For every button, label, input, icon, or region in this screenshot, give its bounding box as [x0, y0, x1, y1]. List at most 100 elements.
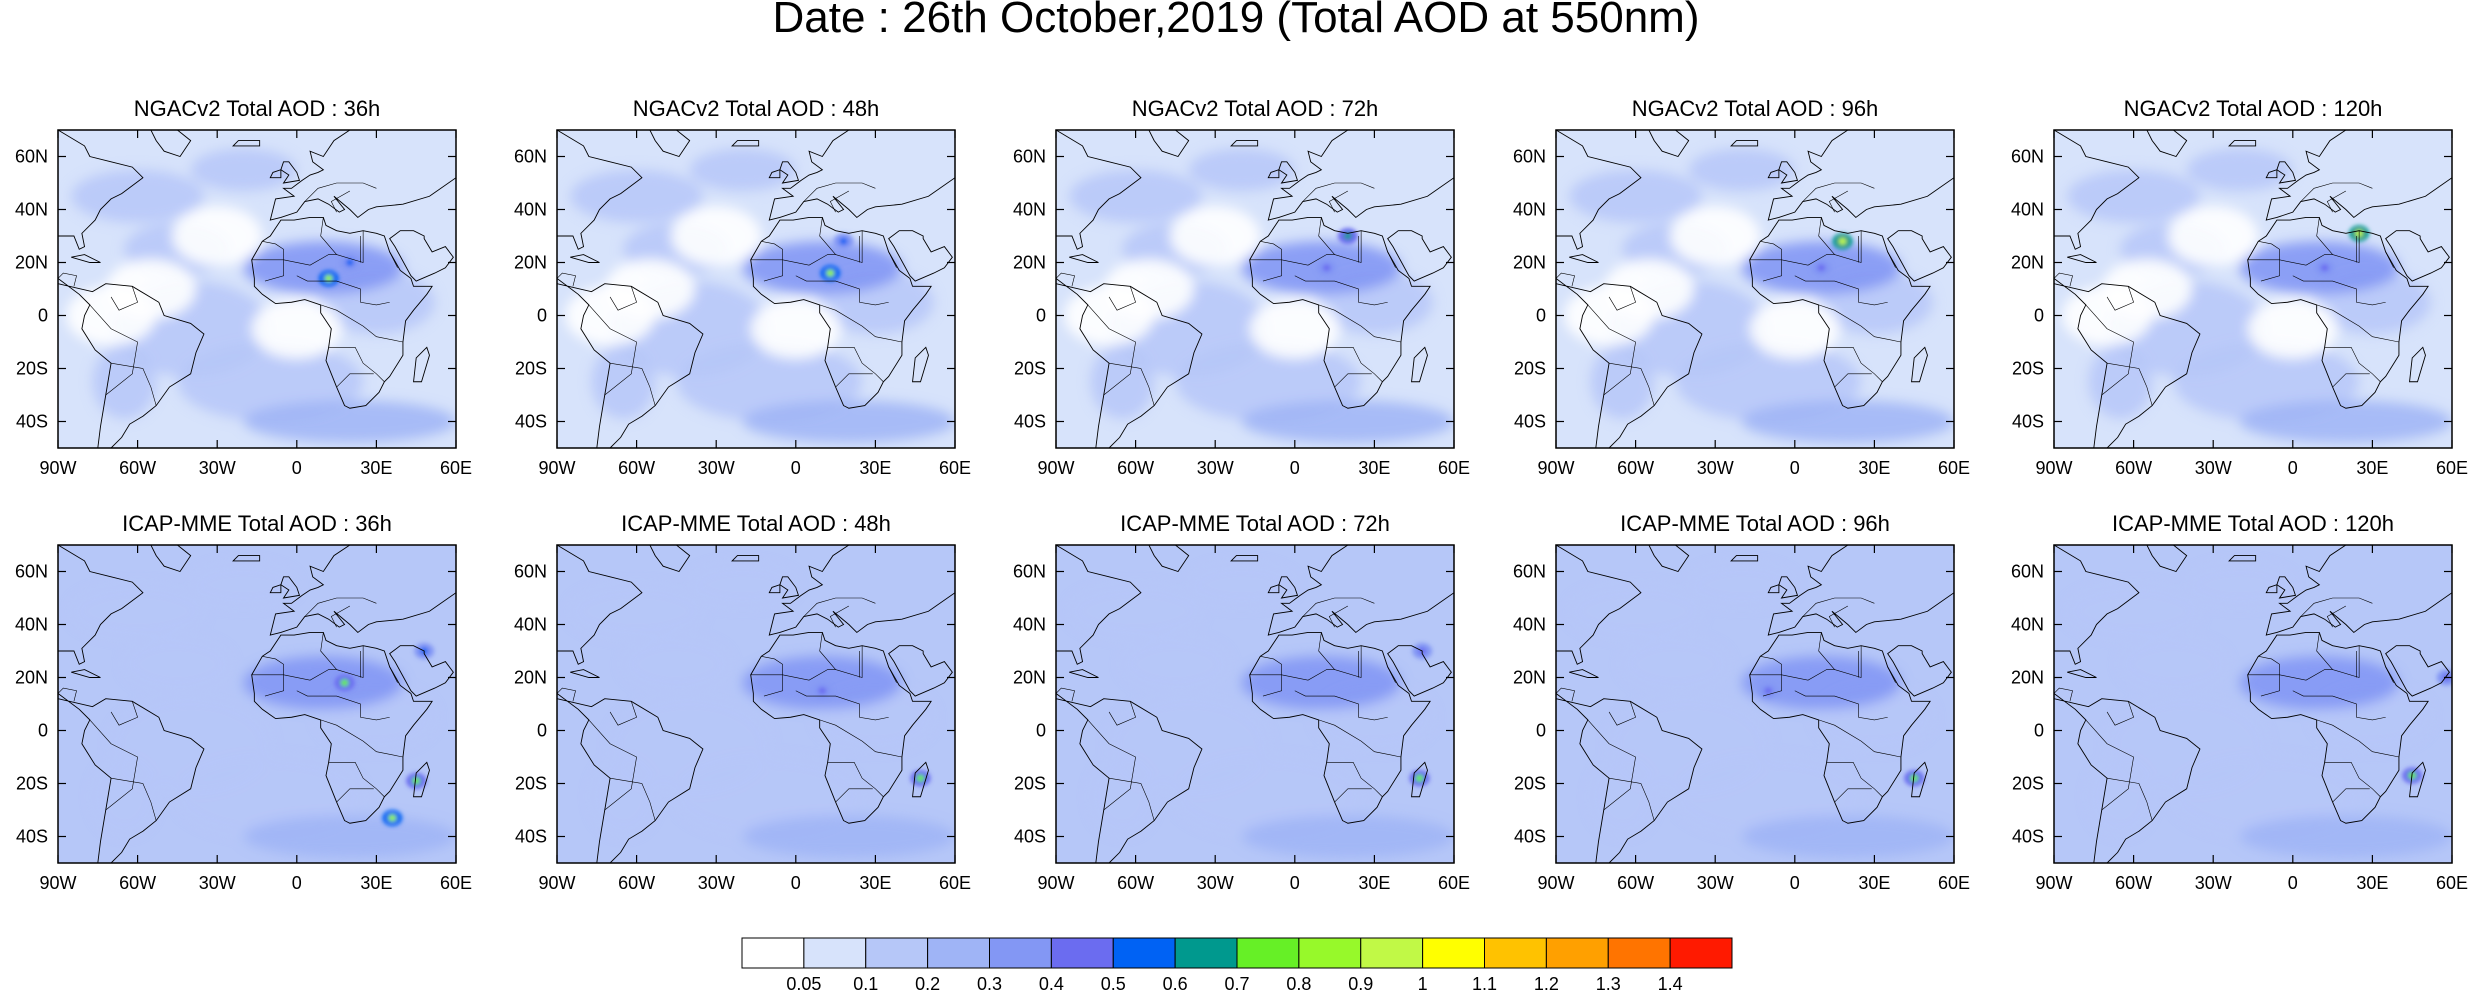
lat-tick-label: 60N: [1013, 562, 1046, 582]
border-line: [304, 182, 377, 202]
lon-tick-label: 90W: [1037, 458, 1074, 478]
colorbar-swatch: [865, 937, 929, 969]
border-line: [1556, 687, 1575, 702]
panel-title: ICAP-MME Total AOD : 72h: [1120, 511, 1390, 536]
lat-tick-label: 20S: [16, 774, 48, 794]
figure-title: Date : 26th October,2019 (Total AOD at 5…: [772, 0, 1700, 42]
aod-field: [557, 545, 955, 863]
axis-ticks: [2053, 130, 2453, 448]
panel-title: NGACv2 Total AOD : 120h: [2124, 96, 2383, 121]
dust-plume: [243, 241, 403, 295]
lat-tick-label: 0: [1036, 721, 1046, 741]
aod-region: [570, 584, 703, 638]
lon-tick-label: 30E: [859, 458, 891, 478]
country-borders: [2054, 597, 2399, 821]
aod-region: [2067, 169, 2200, 223]
coastline-britain: [1278, 576, 1299, 599]
colorbar-label: 0.7: [1224, 974, 1249, 994]
coastline-iceland: [731, 555, 760, 562]
map-frame: [2053, 544, 2453, 864]
border-line: [610, 362, 656, 406]
border-line: [2316, 632, 2333, 670]
coastline-africa: [251, 632, 433, 824]
border-line: [888, 666, 897, 683]
map-panel: NGACv2 Total AOD : 120h 90W 60W 30W 0 30E 60E 6…: [2011, 96, 2468, 478]
border-line: [1326, 761, 1383, 797]
lon-tick-label: 60W: [1117, 873, 1154, 893]
map-panel: NGACv2 Total AOD : 36h 90W 60W 30W 0 30E 60E 60…: [15, 96, 472, 478]
lat-tick-label: 40N: [15, 615, 48, 635]
lat-tick-label: 0: [38, 721, 48, 741]
coastline-northAmerica: [557, 545, 643, 665]
coastline-iceland: [1230, 140, 1259, 147]
coastline-cuba: [2067, 254, 2097, 263]
aod-hotspot: [1322, 264, 1331, 272]
lat-tick-label: 0: [2034, 306, 2044, 326]
axis-ticks: [1055, 130, 1455, 448]
coastline-arabia: [2385, 645, 2450, 697]
border-line: [557, 687, 576, 702]
aod-hotspot: [345, 259, 354, 266]
border-line: [761, 656, 783, 697]
border-line: [2324, 761, 2381, 797]
map-frame: [1055, 129, 1455, 449]
border-line: [2324, 346, 2381, 382]
border-line: [1834, 788, 1872, 803]
lon-tick-label: 30E: [1358, 873, 1390, 893]
coastline-africa: [750, 216, 932, 409]
aod-field: [1056, 545, 1454, 863]
coastline-southAmerica: [1556, 692, 1703, 863]
border-line: [1294, 690, 1388, 721]
border-line: [1834, 373, 1872, 388]
lat-tick-label: 0: [1036, 306, 1046, 326]
coastline-ireland: [2265, 584, 2278, 594]
border-line: [1608, 286, 1636, 311]
lat-tick-label: 60N: [514, 147, 547, 167]
aod-region: [1241, 815, 1454, 858]
border-line: [1818, 719, 1901, 758]
coastline-southAmerica: [58, 692, 205, 863]
aod-hotspot: [1764, 687, 1773, 695]
coastline-madagascar: [2409, 761, 2426, 798]
border-line: [1826, 761, 1883, 797]
map-panel: ICAP-MME Total AOD : 72h 90W 60W 30W 0 30E 60E…: [1013, 511, 1470, 893]
lon-tick-label: 60E: [2436, 458, 2468, 478]
clean-air-region: [1564, 285, 1655, 346]
coastline-cuba: [1569, 669, 1599, 678]
lon-tick-label: 60W: [119, 458, 156, 478]
border-line: [795, 275, 889, 306]
lat-tick-label: 20N: [514, 668, 547, 688]
aod-region: [1590, 759, 1655, 834]
clean-air-region: [1170, 206, 1261, 266]
border-line: [110, 286, 138, 311]
border-line: [1826, 346, 1883, 382]
aod-hotspots: [1758, 682, 1925, 787]
panel-title: NGACv2 Total AOD : 36h: [134, 96, 381, 121]
aod-region: [742, 400, 955, 443]
dust-plume: [243, 656, 403, 710]
border-line: [1802, 597, 1875, 617]
clean-air-region: [750, 298, 841, 359]
coastline-cuba: [570, 669, 600, 678]
border-line: [588, 719, 637, 811]
coastline-northAmerica: [557, 130, 643, 250]
border-line: [1328, 190, 1349, 213]
lon-tick-label: 90W: [1537, 873, 1574, 893]
lon-tick-label: 90W: [2035, 873, 2072, 893]
map-frame: [556, 129, 956, 449]
border-line: [819, 217, 836, 255]
border-line: [2292, 275, 2386, 306]
border-line: [2316, 304, 2399, 343]
country-borders: [557, 182, 902, 406]
border-line: [2326, 605, 2347, 628]
border-line: [1828, 190, 1849, 213]
aod-hotspot: [1817, 264, 1826, 272]
border-line: [320, 632, 337, 670]
map-panel: ICAP-MME Total AOD : 48h 90W 60W 30W 0 30E 60E…: [514, 511, 971, 893]
aod-region: [1569, 584, 1702, 638]
aod-region: [2239, 815, 2452, 858]
border-line: [1587, 719, 1636, 811]
aod-blobs: [1064, 148, 1454, 443]
coastline-iceland: [731, 140, 760, 147]
coastline-greenland: [2146, 130, 2188, 158]
